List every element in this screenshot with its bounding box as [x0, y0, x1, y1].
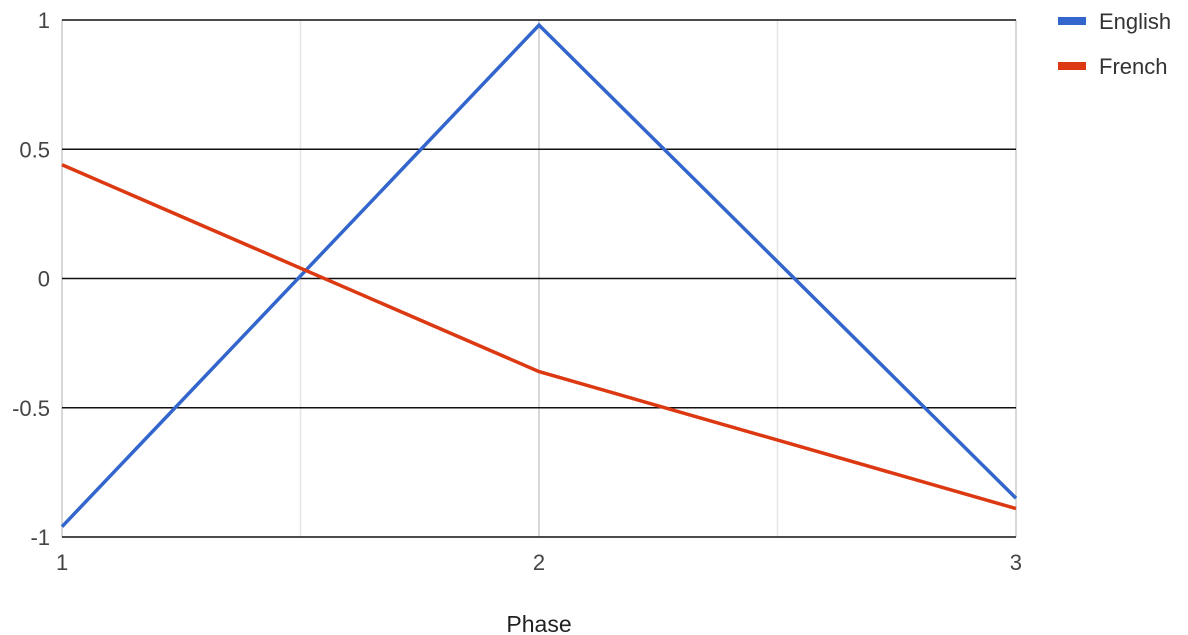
y-tick-label: -0.5: [12, 396, 50, 421]
legend-label-french: French: [1099, 54, 1167, 79]
y-tick-label: 0: [38, 267, 50, 292]
grid-layer: [61, 19, 1017, 538]
series-layer: [60, 22, 1018, 528]
y-tick-label: -1: [30, 525, 50, 550]
legend-swatch-french: [1058, 62, 1086, 70]
legend-swatch-english: [1058, 17, 1086, 25]
tick-label-layer: -1 -0.5 0 0.5 1 1 2 3: [12, 8, 1022, 575]
x-tick-label: 1: [56, 550, 68, 575]
legend: English French: [1058, 9, 1171, 79]
x-tick-label: 3: [1010, 550, 1022, 575]
legend-label-english: English: [1099, 9, 1171, 34]
x-tick-label: 2: [533, 550, 545, 575]
x-axis-title: Phase: [506, 611, 571, 635]
y-tick-label: 0.5: [19, 137, 50, 162]
y-tick-label: 1: [38, 8, 50, 33]
